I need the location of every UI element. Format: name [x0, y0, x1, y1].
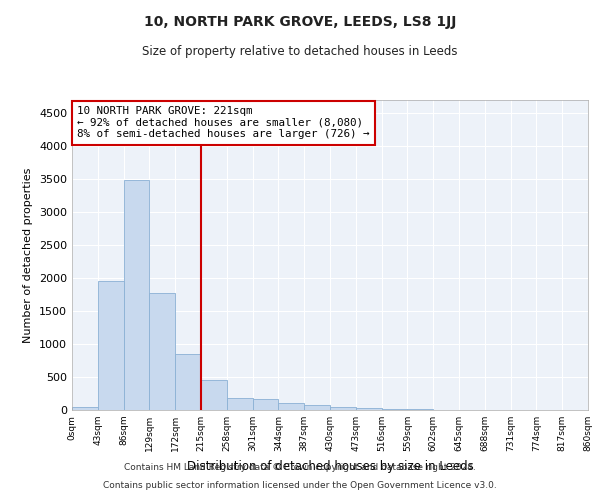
Bar: [382, 408, 407, 410]
Bar: [175, 354, 201, 410]
Text: Contains HM Land Registry data © Crown copyright and database right 2024.: Contains HM Land Registry data © Crown c…: [124, 464, 476, 472]
Bar: [278, 404, 304, 410]
Bar: [253, 400, 278, 410]
Text: 10, NORTH PARK GROVE, LEEDS, LS8 1JJ: 10, NORTH PARK GROVE, LEEDS, LS8 1JJ: [144, 15, 456, 29]
Text: Size of property relative to detached houses in Leeds: Size of property relative to detached ho…: [142, 45, 458, 58]
Bar: [124, 180, 149, 410]
Bar: [330, 406, 356, 410]
Bar: [201, 380, 227, 410]
Text: Contains public sector information licensed under the Open Government Licence v3: Contains public sector information licen…: [103, 481, 497, 490]
Bar: [304, 405, 330, 410]
Text: 10 NORTH PARK GROVE: 221sqm
← 92% of detached houses are smaller (8,080)
8% of s: 10 NORTH PARK GROVE: 221sqm ← 92% of det…: [77, 106, 370, 140]
Bar: [98, 282, 124, 410]
Bar: [149, 293, 175, 410]
Bar: [227, 398, 253, 410]
Y-axis label: Number of detached properties: Number of detached properties: [23, 168, 34, 342]
Bar: [356, 408, 382, 410]
X-axis label: Distribution of detached houses by size in Leeds: Distribution of detached houses by size …: [187, 460, 473, 472]
Bar: [72, 407, 98, 410]
